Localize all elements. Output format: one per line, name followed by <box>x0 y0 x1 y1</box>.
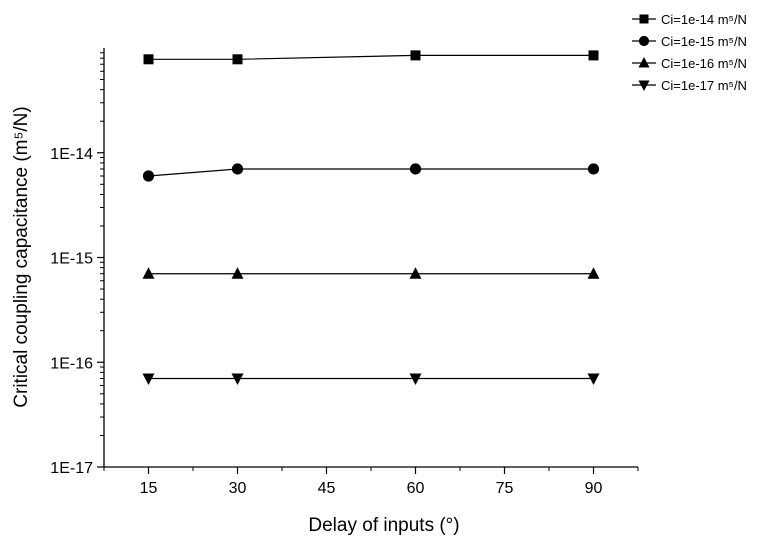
marker-circle <box>638 35 650 47</box>
marker-square <box>588 50 599 61</box>
series-4 <box>142 373 600 385</box>
marker-square <box>410 50 421 61</box>
marker-triangle-down <box>231 373 244 385</box>
marker-triangle-up <box>587 267 600 279</box>
legend-item: Ci=1e-16 m⁵/N <box>632 56 747 71</box>
series-layer <box>142 50 600 385</box>
marker-square <box>639 14 649 24</box>
marker-triangle-down <box>638 80 650 91</box>
series-3 <box>142 267 600 279</box>
marker-square <box>143 54 154 65</box>
y-axis-title: Critical coupling capacitance (m⁵/N) <box>11 106 32 407</box>
marker-circle <box>231 163 244 175</box>
marker-triangle-up <box>231 267 244 279</box>
marker-triangle-up <box>142 267 155 279</box>
legend: Ci=1e-14 m⁵/N Ci=1e-15 m⁵/N Ci=1e-16 m⁵/N C… <box>632 12 747 93</box>
x-tick-label: 75 <box>496 480 514 497</box>
marker-circle <box>409 163 422 175</box>
series-line <box>148 54 594 60</box>
x-tick-label: 30 <box>229 480 247 497</box>
y-tick-label: 1E-17 <box>50 460 93 477</box>
y-tick-label: 1E-15 <box>50 251 93 268</box>
y-tick-label: 1E-14 <box>50 146 93 163</box>
legend-label: Ci=1e-15 m⁵/N <box>661 34 747 49</box>
y-tick-label: 1E-16 <box>50 355 93 372</box>
legend-label: Ci=1e-16 m⁵/N <box>661 56 747 71</box>
legend-item: Ci=1e-15 m⁵/N <box>632 34 747 49</box>
legend-label: Ci=1e-14 m⁵/N <box>661 12 747 27</box>
marker-square <box>232 54 243 65</box>
x-tick-label: 90 <box>585 480 603 497</box>
marker-circle <box>587 163 600 175</box>
legend-label: Ci=1e-17 m⁵/N <box>661 78 747 93</box>
marker-triangle-down <box>409 373 422 385</box>
x-axis-title: Delay of inputs (°) <box>308 515 459 536</box>
series-1 <box>143 50 599 65</box>
x-tick-label: 45 <box>318 480 336 497</box>
series-2 <box>142 163 600 182</box>
marker-circle <box>142 170 155 182</box>
legend-item: Ci=1e-14 m⁵/N <box>632 12 747 27</box>
marker-triangle-up <box>638 57 650 68</box>
series-line <box>148 168 594 177</box>
x-tick-label: 60 <box>407 480 425 497</box>
axes: 15 30 45 60 75 90 1E-17 1E-16 1E-15 1E-14 <box>50 48 639 497</box>
x-tick-label: 15 <box>140 480 158 497</box>
legend-item: Ci=1e-17 m⁵/N <box>632 78 747 93</box>
marker-triangle-down <box>587 373 600 385</box>
marker-triangle-up <box>409 267 422 279</box>
marker-triangle-down <box>142 373 155 385</box>
